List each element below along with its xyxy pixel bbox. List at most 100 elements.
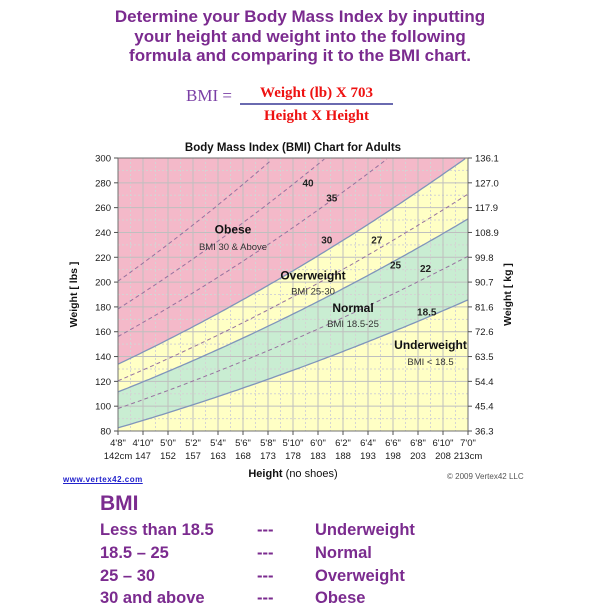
y-right-axis-title: Weight [ kg ] [502, 263, 514, 326]
y-left-tick-label: 140 [95, 352, 111, 363]
legend-range: 18.5 – 25 [100, 543, 169, 562]
zone-sublabel-obese: BMI 30 & Above [199, 242, 267, 253]
isoline-label-27: 27 [371, 236, 383, 247]
x-tick-label-cm: 203 [410, 451, 426, 462]
isoline-label-18.5: 18.5 [417, 308, 437, 319]
legend-row-normal: 18.5 – 25 --- Normal [100, 542, 415, 565]
y-left-tick-label: 260 [95, 203, 111, 214]
y-right-tick-label: 108.9 [475, 228, 499, 239]
legend-dashes: --- [257, 566, 274, 585]
legend-dashes: --- [257, 521, 274, 539]
zone-sublabel-underweight: BMI < 18.5 [407, 357, 453, 368]
legend-title: BMI [100, 492, 139, 515]
bmi-boundary-25 [117, 218, 469, 393]
legend-range: 25 – 30 [100, 566, 156, 585]
y-right-tick-label: 54.4 [475, 377, 494, 388]
bmi-isoline-27 [117, 193, 469, 382]
x-tick-label-ft: 5'2" [185, 438, 201, 449]
vertex42-link[interactable]: www.vertex42.com [63, 475, 143, 484]
isoline-label-30: 30 [321, 236, 333, 247]
x-tick-label-ft: 7'0" [460, 438, 476, 449]
x-tick-label-ft: 6'10" [432, 438, 453, 449]
y-right-tick-label: 63.5 [475, 352, 494, 363]
bmi-legend: BMI Less than 18.5 --- Underweight 18.5 … [100, 492, 415, 610]
x-tick-label-ft: 6'2" [335, 438, 351, 449]
x-tick-label-cm: 173 [260, 451, 276, 462]
zone-label-obese: Obese [215, 223, 252, 237]
x-tick-label-ft: 6'8" [410, 438, 426, 449]
legend-dashes: --- [257, 589, 274, 608]
page-title-line1: Determine your Body Mass Index by inputt… [114, 7, 486, 26]
zone-label-overweight: Overweight [280, 269, 345, 283]
x-tick-label-cm: 213cm [454, 451, 483, 462]
x-tick-label-cm: 168 [235, 451, 251, 462]
x-tick-label-cm: 183 [310, 451, 326, 462]
x-tick-label-ft: 5'8" [260, 438, 276, 449]
x-tick-label-ft: 6'6" [385, 438, 401, 449]
formula-denominator: Height X Height [264, 108, 369, 124]
zone-sublabel-overweight: BMI 25-30 [291, 287, 335, 298]
x-tick-label-ft: 6'0" [310, 438, 326, 449]
y-right-tick-label: 127.0 [475, 178, 499, 189]
y-left-tick-label: 220 [95, 253, 111, 264]
y-left-tick-label: 300 [95, 154, 111, 165]
x-tick-label-cm: 163 [210, 451, 226, 462]
legend-label: Normal [315, 543, 372, 562]
zone-label-normal: Normal [332, 301, 373, 315]
legend-row-underweight: Less than 18.5 --- Underweight [100, 519, 415, 542]
x-tick-label-cm: 188 [335, 451, 351, 462]
formula-numerator: Weight (lb) X 703 [260, 85, 373, 101]
x-tick-label-ft: 5'6" [235, 438, 251, 449]
x-tick-label-ft: 5'4" [210, 438, 226, 449]
x-tick-label-cm: 208 [435, 451, 451, 462]
y-left-tick-label: 120 [95, 377, 111, 388]
legend-range: 30 and above [100, 589, 205, 608]
isoline-label-25: 25 [390, 260, 402, 271]
x-axis-title: Height (no shoes) [248, 468, 337, 480]
x-tick-label-cm: 193 [360, 451, 376, 462]
legend-label: Obese [315, 589, 366, 608]
y-right-tick-label: 99.8 [475, 253, 494, 264]
legend-range: Less than 18.5 [100, 521, 214, 539]
bmi-chart: 300 136.1 280 127.0 260 117.9 240 108.9 220 99.8 2… [68, 142, 514, 480]
x-tick-label-ft: 5'0" [160, 438, 176, 449]
isoline-label-22: 22 [420, 264, 432, 275]
bmi-isoline-45 [117, 159, 272, 282]
page-title-line3: formula and comparing it to the BMI char… [129, 46, 471, 65]
zone-sublabel-normal: BMI 18.5-25 [327, 319, 379, 330]
y-right-tick-label: 45.4 [475, 402, 494, 413]
legend-label: Overweight [315, 566, 405, 585]
y-left-tick-label: 160 [95, 327, 111, 338]
bmi-isoline-22 [117, 255, 469, 409]
x-tick-label-cm: 147 [135, 451, 151, 462]
x-tick-label-cm: 152 [160, 451, 176, 462]
y-right-tick-label: 117.9 [475, 203, 498, 214]
bmi-boundary-30 [117, 158, 466, 365]
page-title: Determine your Body Mass Index by inputt… [0, 7, 600, 66]
y-right-tick-label: 72.6 [475, 327, 494, 338]
y-right-tick-label: 36.3 [475, 427, 494, 438]
y-left-axis-title: Weight [ lbs ] [68, 262, 80, 328]
x-tick-label-ft: 4'10" [132, 438, 153, 449]
legend-label: Underweight [315, 521, 415, 539]
legend-row-overweight: 25 – 30 --- Overweight [100, 565, 415, 588]
copyright-text: © 2009 Vertex42 LLC [447, 472, 524, 481]
x-tick-label-cm: 142cm [104, 451, 133, 462]
bmi-boundary-18.5 [117, 299, 469, 429]
x-tick-label-ft: 6'4" [360, 438, 376, 449]
y-left-tick-label: 100 [95, 402, 111, 413]
chart-title: Body Mass Index (BMI) Chart for Adults [185, 142, 401, 154]
y-left-tick-label: 240 [95, 228, 111, 239]
page-title-line2: your height and weight into the followin… [134, 26, 466, 46]
fraction-line [240, 103, 393, 105]
y-right-tick-label: 90.7 [475, 278, 494, 289]
formula-lhs: BMI = [186, 86, 232, 105]
legend-dashes: --- [257, 543, 274, 562]
legend-row-obese: 30 and above --- Obese [100, 587, 415, 610]
y-left-tick-label: 80 [100, 427, 111, 438]
x-tick-label-ft: 4'8" [110, 438, 126, 449]
y-left-tick-label: 200 [95, 278, 111, 289]
zone-label-underweight: Underweight [394, 338, 467, 352]
y-left-tick-label: 180 [95, 302, 111, 313]
bmi-isoline-35 [117, 158, 388, 337]
